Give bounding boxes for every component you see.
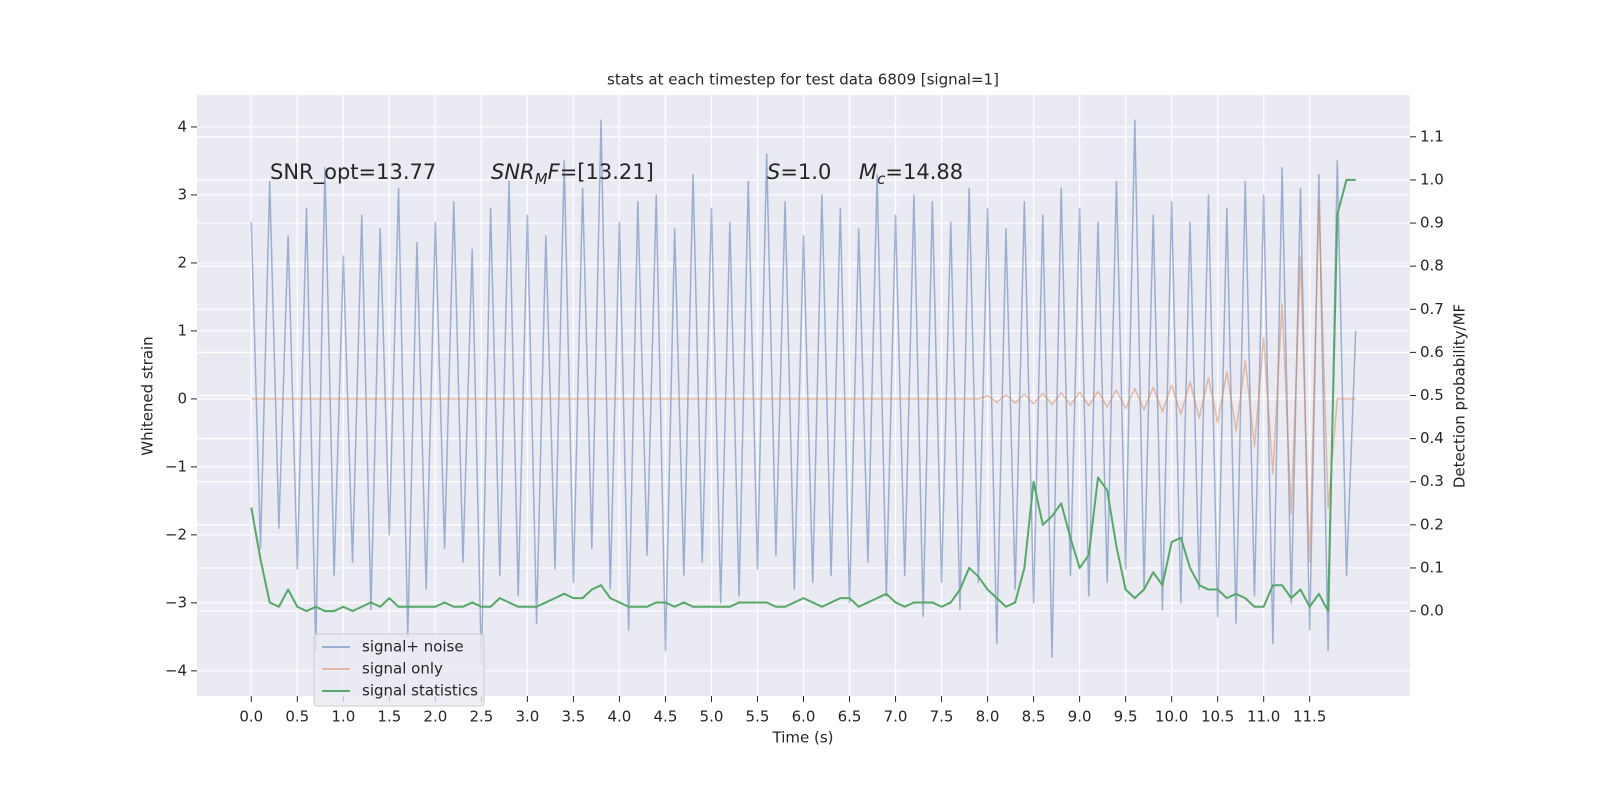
x-tick-label: 1.5: [377, 708, 401, 726]
y-tick-label: −2: [165, 525, 187, 543]
x-tick-label: 0.5: [285, 708, 309, 726]
x-tick-label: 3.0: [515, 708, 539, 726]
x-tick-label: 11.5: [1293, 708, 1326, 726]
y2-tick-label: 0.3: [1420, 472, 1444, 490]
legend-box: [313, 633, 485, 707]
x-tick-label: 7.5: [930, 708, 954, 726]
legend-label: signal only: [362, 660, 443, 678]
y2-tick-label: 0.5: [1420, 386, 1444, 404]
annotation-part: =14.88: [885, 160, 963, 184]
x-tick-label: 6.5: [838, 708, 862, 726]
x-tick-label: 9.0: [1068, 708, 1092, 726]
line-series: [250, 119, 1357, 665]
y2-axis-label: Detection probability/MF: [1451, 304, 1469, 488]
x-axis-label: Time (s): [772, 729, 834, 747]
annotation-part: M: [535, 170, 548, 188]
y-tick-label: −1: [165, 457, 187, 475]
annotation-part: SNR: [491, 160, 535, 184]
y-tick-label: 0: [177, 389, 187, 407]
x-tick-label: 8.0: [976, 708, 1000, 726]
x-tick-label: 4.0: [608, 708, 632, 726]
x-tick-label: 5.0: [700, 708, 724, 726]
y-tick-label: 1: [177, 321, 187, 339]
x-tick-label: 10.0: [1155, 708, 1188, 726]
annotation-part: =[13.21]: [560, 160, 654, 184]
x-tick-label: 0.0: [239, 708, 263, 726]
legend-label: signal statistics: [362, 682, 478, 700]
axes: 0.0 0.5 1.0 1.5 2.0 2.5 3.0 3.5 4.0 4.5 5.0 5.5 6.0 6…: [165, 117, 1444, 725]
marks: [250, 119, 1357, 665]
y-tick-label: 3: [177, 185, 187, 203]
annotation: S=1.0: [767, 160, 831, 184]
x-tick-label: 10.5: [1201, 708, 1234, 726]
y-tick-label: −4: [165, 661, 187, 679]
annotation-part: c: [877, 170, 886, 188]
y2-tick-label: 1.0: [1420, 170, 1444, 188]
chart-title: stats at each timestep for test data 680…: [607, 71, 999, 89]
y2-tick-label: 0.8: [1420, 257, 1444, 275]
x-tick-label: 7.0: [884, 708, 908, 726]
legend-label: signal+ noise: [362, 638, 464, 656]
y2-tick-label: 0.6: [1420, 343, 1444, 361]
x-tick-label: 3.5: [561, 708, 585, 726]
y2-tick-label: 0.7: [1420, 300, 1444, 318]
y2-tick-label: 0.2: [1420, 515, 1444, 533]
x-tick-label: 5.5: [746, 708, 770, 726]
x-tick-label: 2.5: [469, 708, 493, 726]
annotation-part: M: [859, 160, 877, 184]
x-tick-label: 6.0: [792, 708, 816, 726]
annotation-part: =1.0: [780, 160, 831, 184]
annotation: SNRMF=[13.21]: [491, 160, 654, 188]
x-tick-label: 1.0: [331, 708, 355, 726]
line-series: [251, 200, 1356, 563]
x-tick-label: 11.0: [1247, 708, 1280, 726]
annotation: SNR_opt=13.77: [270, 160, 436, 185]
x-tick-label: 2.0: [423, 708, 447, 726]
y2-tick-label: 0.9: [1420, 214, 1444, 232]
annotation: Mc=14.88: [859, 160, 963, 188]
y2-tick-label: 1.1: [1420, 127, 1444, 145]
y-tick-label: −3: [165, 593, 187, 611]
y2-tick-label: 0.4: [1420, 429, 1444, 447]
x-tick-label: 4.5: [654, 708, 678, 726]
annotation-part: F: [548, 160, 561, 184]
annotation-part: S: [767, 160, 780, 184]
y-axis-label: Whitened strain: [139, 336, 157, 455]
y2-tick-label: 0.1: [1420, 558, 1444, 576]
grid: [197, 95, 1410, 696]
annotation-part: SNR_opt=13.77: [270, 160, 436, 185]
x-tick-label: 9.5: [1114, 708, 1138, 726]
line-series: [250, 178, 1356, 613]
y2-tick-label: 0.0: [1420, 602, 1444, 620]
y-tick-label: 2: [177, 253, 187, 271]
y-tick-label: 4: [177, 117, 187, 135]
x-tick-label: 8.5: [1022, 708, 1046, 726]
